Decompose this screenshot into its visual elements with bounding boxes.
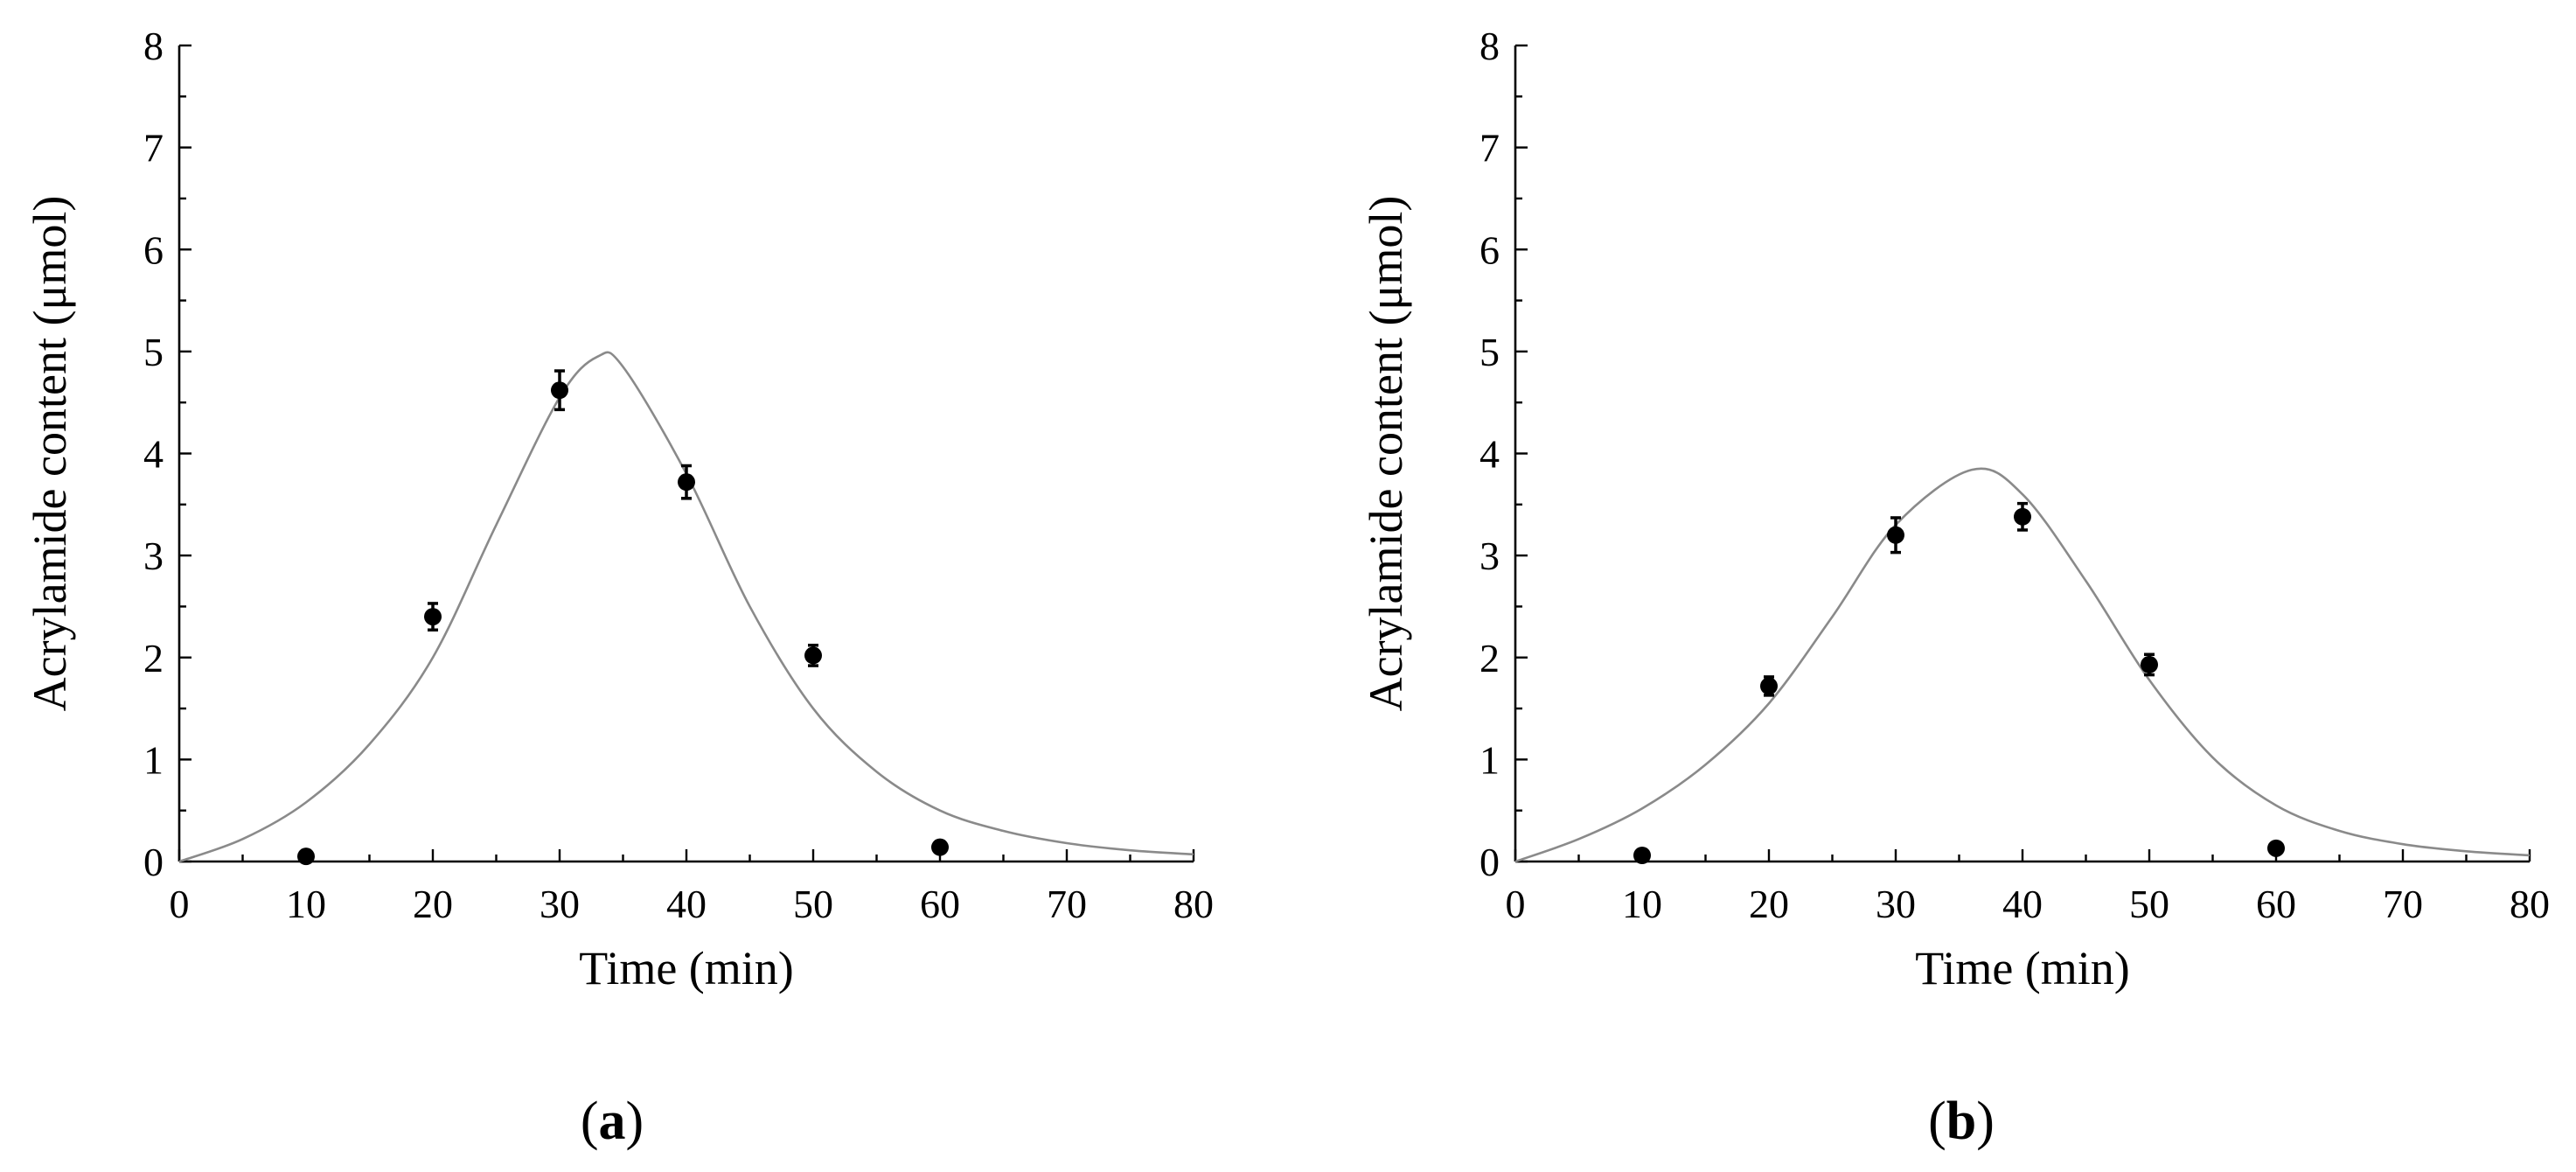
y-tick-label: 5: [1479, 330, 1500, 374]
data-point: [424, 608, 442, 626]
fit-curve-line: [178, 351, 1194, 863]
y-tick-label: 3: [1479, 534, 1500, 578]
panel-label-open: (: [581, 1092, 599, 1151]
y-tick-label: 2: [1479, 636, 1500, 680]
y-axis-title: Acrylamide content (μmol): [1360, 196, 1412, 712]
x-tick-label: 0: [170, 882, 190, 926]
y-tick-label: 1: [1479, 737, 1500, 782]
panel-label-letter: b: [1946, 1092, 1976, 1151]
data-point: [2267, 839, 2285, 857]
y-tick-label: 5: [143, 330, 164, 374]
y-tick-label: 6: [143, 227, 164, 272]
y-tick-label: 6: [1479, 227, 1500, 272]
panel-label-letter: a: [599, 1092, 626, 1151]
data-point: [1760, 677, 1778, 695]
x-tick-label: 40: [2002, 882, 2043, 926]
x-axis-title: Time (min): [1915, 942, 2130, 994]
y-tick-label: 0: [143, 840, 164, 884]
y-tick-label: 7: [143, 126, 164, 171]
x-tick-label: 80: [1173, 882, 1214, 926]
x-tick-label: 30: [1876, 882, 1916, 926]
data-point: [2141, 655, 2158, 673]
x-axis-title: Time (min): [579, 942, 794, 994]
data-point: [678, 473, 695, 492]
x-tick-label: 80: [2510, 882, 2550, 926]
panel-label: (b): [1928, 1092, 1995, 1151]
x-tick-label: 40: [666, 882, 707, 926]
panel-label-close: ): [626, 1092, 644, 1151]
y-tick-label: 2: [143, 636, 164, 680]
data-point: [804, 646, 822, 665]
y-axis-title: Acrylamide content (μmol): [24, 196, 76, 712]
x-tick-label: 10: [1622, 882, 1662, 926]
panel-label-close: ): [1976, 1092, 1995, 1151]
x-tick-label: 60: [920, 882, 960, 926]
data-point: [931, 838, 949, 856]
x-tick-label: 70: [2383, 882, 2423, 926]
panel-label: (a): [581, 1092, 644, 1151]
x-tick-label: 20: [1749, 882, 1789, 926]
data-point: [297, 848, 315, 866]
y-tick-label: 3: [143, 534, 164, 578]
x-tick-label: 30: [540, 882, 580, 926]
x-tick-label: 20: [413, 882, 453, 926]
y-tick-label: 8: [1479, 24, 1500, 68]
y-tick-label: 4: [1479, 432, 1500, 477]
data-point: [551, 381, 568, 400]
y-tick-label: 1: [143, 737, 164, 782]
y-tick-label: 0: [1479, 840, 1500, 884]
data-point: [1633, 847, 1651, 865]
y-tick-label: 8: [143, 24, 164, 68]
x-tick-label: 10: [286, 882, 326, 926]
x-tick-label: 0: [1506, 882, 1526, 926]
panel-label-open: (: [1928, 1092, 1946, 1151]
x-tick-label: 50: [2129, 882, 2169, 926]
x-tick-label: 50: [793, 882, 833, 926]
x-tick-label: 70: [1047, 882, 1087, 926]
x-tick-label: 60: [2256, 882, 2296, 926]
data-point: [1887, 526, 1904, 544]
y-tick-label: 4: [143, 432, 164, 477]
data-point: [2014, 507, 2031, 526]
y-tick-label: 7: [1479, 126, 1500, 171]
fit-curve-line: [1514, 467, 2531, 863]
